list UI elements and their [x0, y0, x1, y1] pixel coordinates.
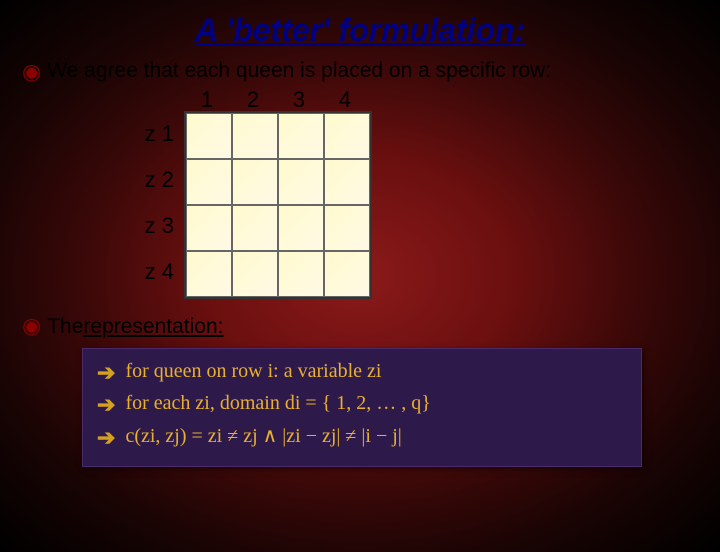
bullet-text-1: We agree that each queen is placed on a … [47, 59, 551, 83]
row-label: z 2 [138, 157, 184, 203]
rep-text: for queen on row i: a variable zi [125, 358, 381, 385]
bullet-text-2b: representation: [83, 315, 223, 339]
bullet-representation: ◉ The representation: [22, 313, 720, 339]
grid-cell [186, 251, 232, 297]
row-label: z 3 [138, 203, 184, 249]
grid-cell [232, 113, 278, 159]
grid-cell [324, 113, 370, 159]
grid-cell [232, 159, 278, 205]
grid-cell [232, 205, 278, 251]
grid-cell [186, 113, 232, 159]
row-label: z 4 [138, 249, 184, 295]
grid-cell [324, 251, 370, 297]
bullet-text-2a: The [47, 315, 83, 339]
grid-cell [278, 159, 324, 205]
representation-box: ➔ for queen on row i: a variable zi ➔ fo… [82, 348, 642, 467]
grid-cell [278, 113, 324, 159]
rep-text: for each zi, domain di = { 1, 2, … , q} [125, 390, 430, 417]
row-labels: z 1 z 2 z 3 z 4 [138, 111, 184, 299]
grid-cell [232, 251, 278, 297]
grid-4x4 [184, 111, 372, 299]
arrow-icon: ➔ [97, 358, 115, 388]
grid-cell [186, 205, 232, 251]
row-label: z 1 [138, 111, 184, 157]
slide-title: A 'better' formulation: [0, 12, 720, 49]
grid-wrap: 1 2 3 4 [184, 87, 372, 299]
arrow-icon: ➔ [97, 390, 115, 420]
col-labels: 1 2 3 4 [184, 87, 372, 111]
rep-item: ➔ for each zi, domain di = { 1, 2, … , q… [97, 390, 627, 420]
grid-area: z 1 z 2 z 3 z 4 1 2 3 4 [138, 87, 720, 299]
grid-cell [324, 205, 370, 251]
col-label: 3 [276, 87, 322, 111]
arrow-icon: ➔ [97, 423, 115, 453]
bullet-icon: ◉ [22, 313, 41, 339]
grid-cell [186, 159, 232, 205]
grid-cell [278, 205, 324, 251]
rep-text: c(zi, zj) = zi ≠ zj ∧ |zi − zj| ≠ |i − j… [125, 423, 401, 450]
grid-cell [324, 159, 370, 205]
col-label: 4 [322, 87, 368, 111]
grid-cell [278, 251, 324, 297]
bullet-icon: ◉ [22, 59, 41, 85]
col-label: 1 [184, 87, 230, 111]
bullet-agree: ◉ We agree that each queen is placed on … [22, 59, 720, 85]
rep-item: ➔ c(zi, zj) = zi ≠ zj ∧ |zi − zj| ≠ |i −… [97, 423, 627, 453]
rep-item: ➔ for queen on row i: a variable zi [97, 358, 627, 388]
col-label: 2 [230, 87, 276, 111]
